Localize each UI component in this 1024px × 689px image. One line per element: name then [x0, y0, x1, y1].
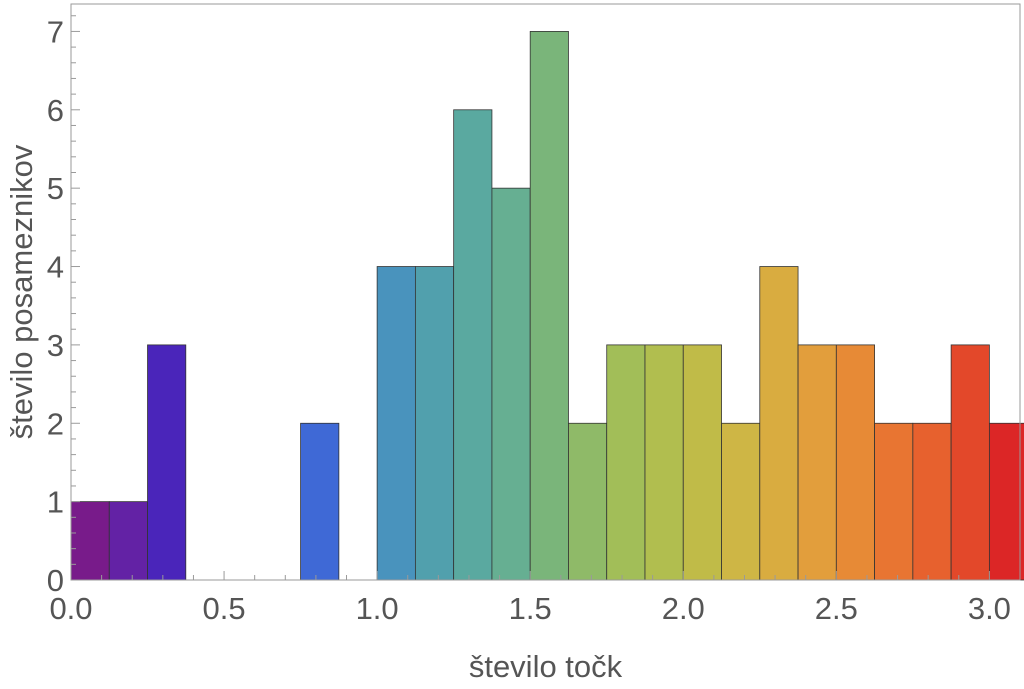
histogram-bar	[988, 422, 1024, 581]
x-tick-label: 0.0	[49, 591, 92, 626]
histogram-bar	[759, 266, 799, 581]
histogram-bar	[376, 266, 416, 581]
tick-labels-group: 0.0 0.5 1.0 1.5 2.0 2.5 3.0 0 1 2 3 4 5 6 7	[47, 14, 1011, 626]
histogram-bar	[568, 422, 608, 581]
histogram-bar	[300, 422, 340, 581]
histogram-bar	[491, 187, 531, 581]
histogram-bar	[835, 344, 875, 581]
histogram-bar	[414, 266, 455, 581]
histogram-bar	[108, 501, 148, 581]
histogram-bar	[453, 109, 493, 581]
y-tick-label: 7	[47, 14, 64, 49]
y-tick-label: 4	[47, 250, 64, 285]
x-axis-label: število točk	[469, 649, 623, 684]
histogram-bar	[529, 31, 569, 581]
histogram-bar	[912, 422, 952, 581]
bars-group	[70, 31, 1024, 581]
x-tick-label: 2.5	[815, 591, 858, 626]
histogram-bar	[797, 344, 837, 581]
x-tick-label: 3.0	[968, 591, 1011, 626]
histogram-bar	[147, 344, 187, 581]
histogram-bar	[606, 344, 646, 581]
histogram-bar	[70, 501, 110, 581]
y-tick-label: 6	[47, 93, 64, 128]
histogram-bar	[950, 344, 990, 581]
y-tick-label: 3	[47, 328, 64, 363]
x-tick-label: 2.0	[662, 591, 705, 626]
x-tick-label: 0.5	[203, 591, 246, 626]
y-axis-label: število posameznikov	[4, 144, 39, 439]
histogram-bar	[644, 344, 684, 581]
histogram-bar	[874, 422, 914, 581]
y-tick-label: 1	[47, 485, 64, 520]
y-tick-label: 2	[47, 406, 64, 441]
plot-frame	[70, 3, 1021, 581]
x-tick-label: 1.5	[509, 591, 552, 626]
x-tick-label: 1.0	[356, 591, 399, 626]
histogram-bar	[721, 422, 761, 581]
ticks-group	[70, 15, 990, 581]
y-tick-label: 0	[47, 563, 64, 598]
histogram-bar	[682, 344, 722, 581]
y-tick-label: 5	[47, 171, 64, 206]
